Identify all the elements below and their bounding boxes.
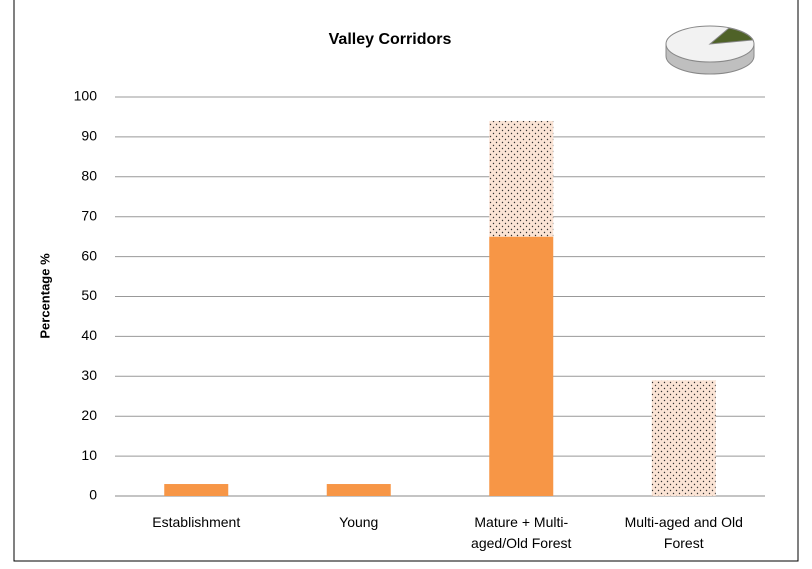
y-axis-label: Percentage % [37, 253, 52, 339]
y-tick-label: 100 [74, 88, 98, 104]
bar-segment [164, 484, 229, 496]
y-tick-label: 40 [81, 327, 97, 343]
bar-segment [326, 484, 391, 496]
y-tick-label: 50 [81, 287, 97, 303]
x-tick-label: Multi-aged and Old Forest [624, 514, 743, 551]
y-tick-label: 70 [81, 207, 97, 223]
y-tick-label: 90 [81, 128, 97, 144]
y-tick-label: 80 [81, 168, 97, 184]
bar-segment [489, 236, 554, 496]
x-tick-label: Mature + Multi-aged/Old Forest [471, 514, 572, 551]
bar-segment [489, 120, 554, 237]
pie-icon [665, 25, 755, 75]
x-tick-label: Young [339, 514, 379, 530]
y-tick-label: 20 [81, 407, 97, 423]
y-tick-label: 0 [89, 487, 97, 503]
x-tick-label: Establishment [152, 514, 241, 530]
bar-segment [651, 380, 716, 496]
y-tick-label: 10 [81, 447, 97, 463]
y-tick-label: 60 [81, 247, 97, 263]
y-tick-label: 30 [81, 367, 97, 383]
chart-title: Valley Corridors [329, 31, 452, 48]
